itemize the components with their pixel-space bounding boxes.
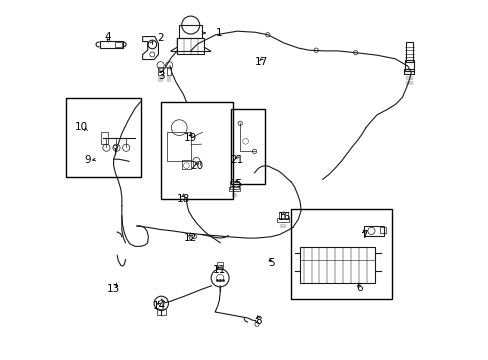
Text: 19: 19 [183, 133, 197, 143]
Bar [179, 25, 202, 39]
Bar [115, 41, 122, 46]
Bar [404, 69, 414, 74]
Text: 8: 8 [254, 316, 261, 325]
Bar [100, 41, 122, 48]
Bar [177, 38, 204, 54]
Text: 3: 3 [158, 71, 164, 81]
Bar [364, 226, 384, 235]
Bar [101, 132, 107, 144]
Bar [157, 309, 165, 315]
Text: 4: 4 [104, 32, 111, 41]
Text: 1: 1 [216, 28, 222, 38]
Text: 15: 15 [229, 179, 243, 189]
Bar [277, 218, 288, 222]
Bar [290, 210, 391, 299]
Text: 6: 6 [355, 283, 362, 293]
Bar [230, 109, 265, 184]
Bar [158, 67, 163, 75]
Text: 11: 11 [212, 265, 225, 275]
Bar [167, 67, 171, 75]
Text: 10: 10 [75, 122, 88, 132]
Bar [230, 181, 238, 189]
Text: 20: 20 [190, 161, 203, 171]
Text: 21: 21 [230, 155, 244, 165]
Text: 18: 18 [177, 194, 190, 204]
Bar [182, 160, 190, 169]
Bar [217, 262, 223, 269]
Text: 17: 17 [255, 57, 268, 67]
Bar [379, 227, 386, 233]
Text: 12: 12 [183, 233, 197, 243]
Text: 5: 5 [267, 258, 274, 268]
Bar [66, 98, 140, 177]
Text: 9: 9 [84, 155, 91, 165]
Bar [228, 187, 240, 192]
Bar [300, 247, 375, 283]
Bar [278, 212, 287, 220]
Bar [166, 132, 191, 161]
Text: 16: 16 [277, 212, 290, 221]
Text: 2: 2 [157, 33, 163, 43]
Text: 14: 14 [152, 301, 165, 311]
Text: 13: 13 [107, 284, 120, 294]
Bar [161, 102, 233, 199]
Bar [405, 42, 412, 62]
Text: 7: 7 [361, 230, 367, 239]
Bar [405, 60, 413, 71]
